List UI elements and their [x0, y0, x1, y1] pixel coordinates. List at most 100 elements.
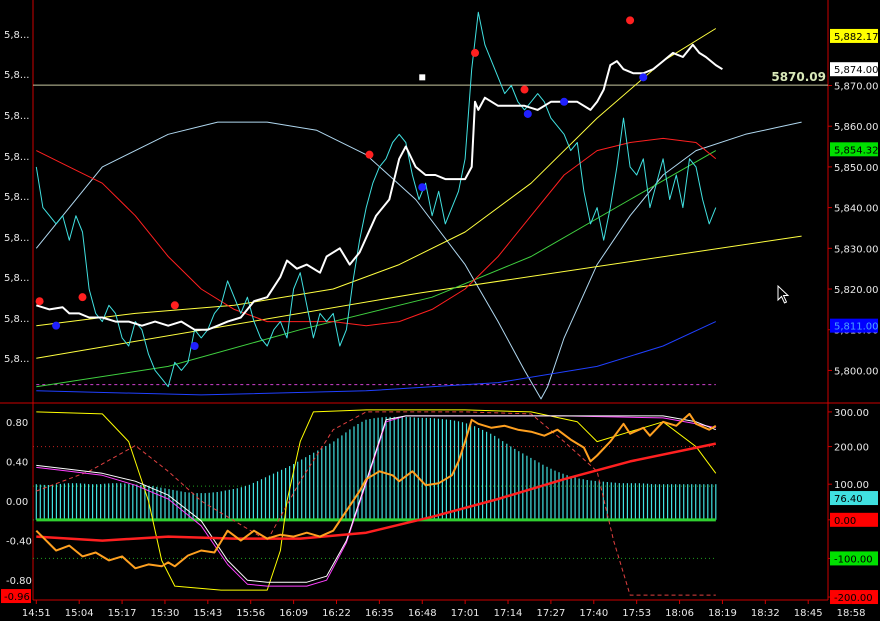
price-value-tag-text: 5,811.00: [834, 322, 879, 333]
indicator-value-tag-text: -100.00: [834, 554, 873, 565]
marker-blue-dot: [639, 73, 648, 82]
time-axis-label: 17:01: [451, 608, 480, 619]
time-axis-label: 17:27: [536, 608, 565, 619]
price-axis-label-left: 5,8...: [4, 30, 29, 41]
marker-blue-dot: [560, 97, 569, 106]
time-axis-label: 18:45: [794, 608, 823, 619]
indicator-value-tag: [830, 551, 878, 566]
price-panel-value-tags: 5,882.17 5,874.00 5,854.32 5,811.00: [830, 28, 879, 333]
price-axis-label-left: 5,8...: [4, 152, 29, 163]
price-value-tag: [830, 318, 878, 333]
time-axis-label: 17:53: [622, 608, 651, 619]
price-axis-label-right: 5,870.00: [834, 81, 879, 92]
indicator-value-tag: [1, 589, 31, 604]
marker-blue-dot: [52, 321, 61, 330]
mouse-cursor-icon: [777, 284, 790, 304]
indicator-axis-label-left: -0.80: [6, 576, 32, 587]
indicator-value-tag-text: -0.96: [4, 592, 30, 603]
indicator-axis-label-right: 200.00: [834, 443, 869, 454]
price-value-tag: [830, 28, 878, 43]
time-axis-label: 16:09: [279, 608, 308, 619]
indicator-series-signal-yellow: [36, 409, 717, 591]
indicator-value-tag: [830, 491, 878, 506]
indicator-axis-label-left: 0.80: [6, 418, 28, 429]
marker-red-dot: [626, 16, 635, 25]
time-axis-label: 15:04: [65, 608, 94, 619]
price-axis-label-left: 5,8...: [4, 314, 29, 325]
price-series-mid-band: [36, 137, 717, 327]
price-axis-label-right: 5,850.00: [834, 163, 879, 174]
indicator-series-signal-white: [36, 415, 716, 583]
marker-square: [419, 74, 426, 81]
time-axis-label: 16:35: [365, 608, 394, 619]
indicator-value-tag: [830, 590, 878, 605]
marker-blue-dot: [418, 183, 427, 192]
price-series-trend-3: [36, 150, 717, 388]
price-series-trend-2: [36, 235, 802, 359]
time-axis-label: 18:58: [837, 608, 866, 619]
price-series-upper-arc: [35, 121, 802, 400]
time-axis-label: 18:32: [751, 608, 780, 619]
marker-red-dot: [365, 150, 374, 159]
indicator-value-tag-text: 0.00: [834, 516, 856, 527]
price-panel-axes: 5,870.00 5,860.00 5,850.00 5,840.00 5,830.00…: [4, 30, 879, 377]
marker-red-dot: [520, 85, 529, 94]
time-axis-label: 15:30: [151, 608, 180, 619]
indicator-series-dashed-red: [36, 411, 716, 596]
indicator-value-tag-text: 76.40: [834, 494, 863, 505]
indicator-axis-label-right: 100.00: [834, 480, 869, 491]
horizontal-line-label: 5870.09: [771, 70, 826, 84]
time-axis-label: 17:14: [494, 608, 523, 619]
marker-red-dot: [471, 48, 480, 57]
indicator-series-red-line: [36, 442, 717, 542]
marker-blue-dot: [523, 109, 532, 118]
price-value-tag: [830, 142, 878, 157]
price-axis-label-left: 5,8...: [4, 354, 29, 365]
indicator-panel: 0.80 0.40 0.00 -0.40 -0.80 300.00 200.00 100.00…: [1, 408, 878, 605]
price-panel-lines: 5870.09: [33, 11, 828, 400]
price-axis-label-left: 5,8...: [4, 111, 29, 122]
price-series-price: [36, 43, 723, 331]
price-axis-label-left: 5,8...: [4, 273, 29, 284]
indicator-value-tags: -0.96 76.40 0.00 -100.00 -200.00: [1, 491, 878, 605]
marker-red-dot: [170, 301, 179, 310]
time-axis-label: 17:40: [579, 608, 608, 619]
price-panel-markers: [35, 16, 648, 351]
price-value-tag-text: 5,854.32: [834, 145, 879, 156]
indicator-axis-label-left: 0.40: [6, 457, 28, 468]
time-axis-label: 15:56: [236, 608, 265, 619]
price-value-tag: [830, 62, 878, 77]
time-axis-label: 15:43: [193, 608, 222, 619]
time-axis-label: 18:19: [708, 608, 737, 619]
price-value-tag-text: 5,882.17: [834, 32, 879, 43]
marker-red-dot: [78, 293, 87, 302]
time-axis-label: 14:51: [22, 608, 51, 619]
price-series-oscillator: [35, 11, 717, 388]
indicator-axis-label-left: 0.00: [6, 497, 28, 508]
time-axis-label: 16:22: [322, 608, 351, 619]
time-axis-label: 15:17: [108, 608, 137, 619]
price-axis-label-left: 5,8...: [4, 192, 29, 203]
price-series-lower-band: [36, 321, 717, 396]
marker-blue-dot: [190, 342, 199, 351]
indicator-value-tag: [830, 512, 878, 527]
indicator-axis-label-right: 300.00: [834, 408, 869, 419]
price-axis-label-right: 5,820.00: [834, 285, 879, 296]
indicator-histogram: [35, 416, 717, 522]
indicator-series-stochastic: [35, 412, 717, 570]
price-axis-label-left: 5,8...: [4, 70, 29, 81]
time-axis-label: 16:48: [408, 608, 437, 619]
price-axis-label-left: 5,8...: [4, 233, 29, 244]
price-axis-label-right: 5,830.00: [834, 244, 879, 255]
time-axis: 14:51 15:04 15:17 15:30 15:43 15:56 16:09 16:22…: [22, 600, 866, 619]
price-axis-label-right: 5,800.00: [834, 366, 879, 377]
price-value-tag-text: 5,874.00: [834, 65, 879, 76]
indicator-value-tag-text: -200.00: [834, 593, 873, 604]
price-axis-label-right: 5,860.00: [834, 122, 879, 133]
indicator-axis-label-left: -0.40: [6, 537, 32, 548]
time-axis-label: 18:06: [665, 608, 694, 619]
marker-red-dot: [35, 297, 44, 306]
indicator-lines: [35, 409, 717, 596]
